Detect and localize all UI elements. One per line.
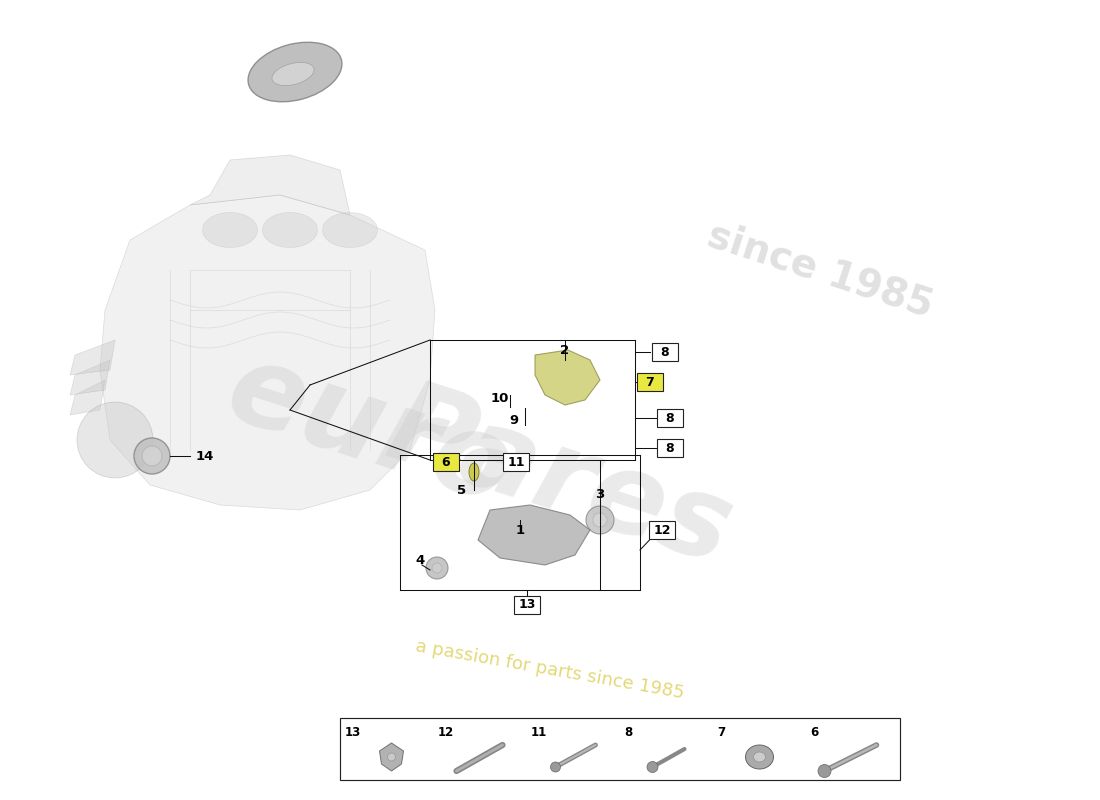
Text: 6: 6: [442, 455, 450, 469]
Ellipse shape: [754, 752, 766, 762]
Ellipse shape: [272, 62, 313, 86]
Text: 8: 8: [666, 411, 674, 425]
Text: 2: 2: [560, 343, 570, 357]
Text: 7: 7: [646, 375, 654, 389]
Text: 3: 3: [595, 489, 605, 502]
Text: 7: 7: [717, 726, 725, 739]
Text: 11: 11: [531, 726, 548, 739]
Ellipse shape: [263, 213, 318, 247]
Ellipse shape: [469, 463, 478, 481]
Circle shape: [77, 402, 153, 478]
Polygon shape: [535, 350, 600, 405]
Ellipse shape: [249, 42, 342, 102]
Circle shape: [134, 438, 170, 474]
Text: 9: 9: [509, 414, 518, 427]
Text: 8: 8: [666, 442, 674, 454]
Ellipse shape: [550, 762, 561, 772]
Text: since 1985: since 1985: [703, 216, 937, 324]
Text: 5: 5: [458, 483, 466, 497]
Text: 4: 4: [416, 554, 425, 566]
Bar: [433, 453, 459, 471]
Bar: [649, 521, 675, 539]
Text: 8: 8: [624, 726, 632, 739]
Polygon shape: [70, 380, 104, 415]
Text: 13: 13: [345, 726, 361, 739]
Text: Pares: Pares: [374, 373, 746, 587]
Text: 6: 6: [810, 726, 818, 739]
Bar: [637, 373, 663, 391]
Ellipse shape: [818, 765, 830, 778]
Bar: [657, 409, 683, 427]
Ellipse shape: [432, 563, 442, 573]
Text: 8: 8: [661, 346, 669, 358]
Circle shape: [142, 446, 162, 466]
Bar: [340, 718, 900, 780]
Text: euro: euro: [213, 332, 527, 528]
Ellipse shape: [322, 213, 377, 247]
Polygon shape: [100, 195, 434, 510]
Ellipse shape: [202, 213, 257, 247]
Polygon shape: [478, 505, 590, 565]
Text: 14: 14: [196, 450, 214, 463]
Text: 12: 12: [438, 726, 454, 739]
Ellipse shape: [586, 506, 614, 534]
Bar: [657, 439, 683, 457]
Text: 11: 11: [507, 455, 525, 469]
Polygon shape: [379, 743, 404, 771]
Ellipse shape: [593, 513, 607, 527]
Text: 10: 10: [491, 393, 509, 406]
Bar: [652, 343, 678, 361]
Ellipse shape: [647, 762, 658, 773]
Text: 12: 12: [653, 523, 671, 537]
Polygon shape: [70, 340, 116, 375]
Bar: [514, 596, 540, 614]
Ellipse shape: [426, 557, 448, 579]
Circle shape: [387, 753, 396, 761]
Polygon shape: [190, 155, 350, 215]
Bar: [503, 453, 529, 471]
Polygon shape: [70, 360, 110, 395]
Text: a passion for parts since 1985: a passion for parts since 1985: [415, 638, 685, 702]
Ellipse shape: [746, 745, 773, 769]
Text: 1: 1: [516, 523, 525, 537]
Text: 13: 13: [518, 598, 536, 611]
